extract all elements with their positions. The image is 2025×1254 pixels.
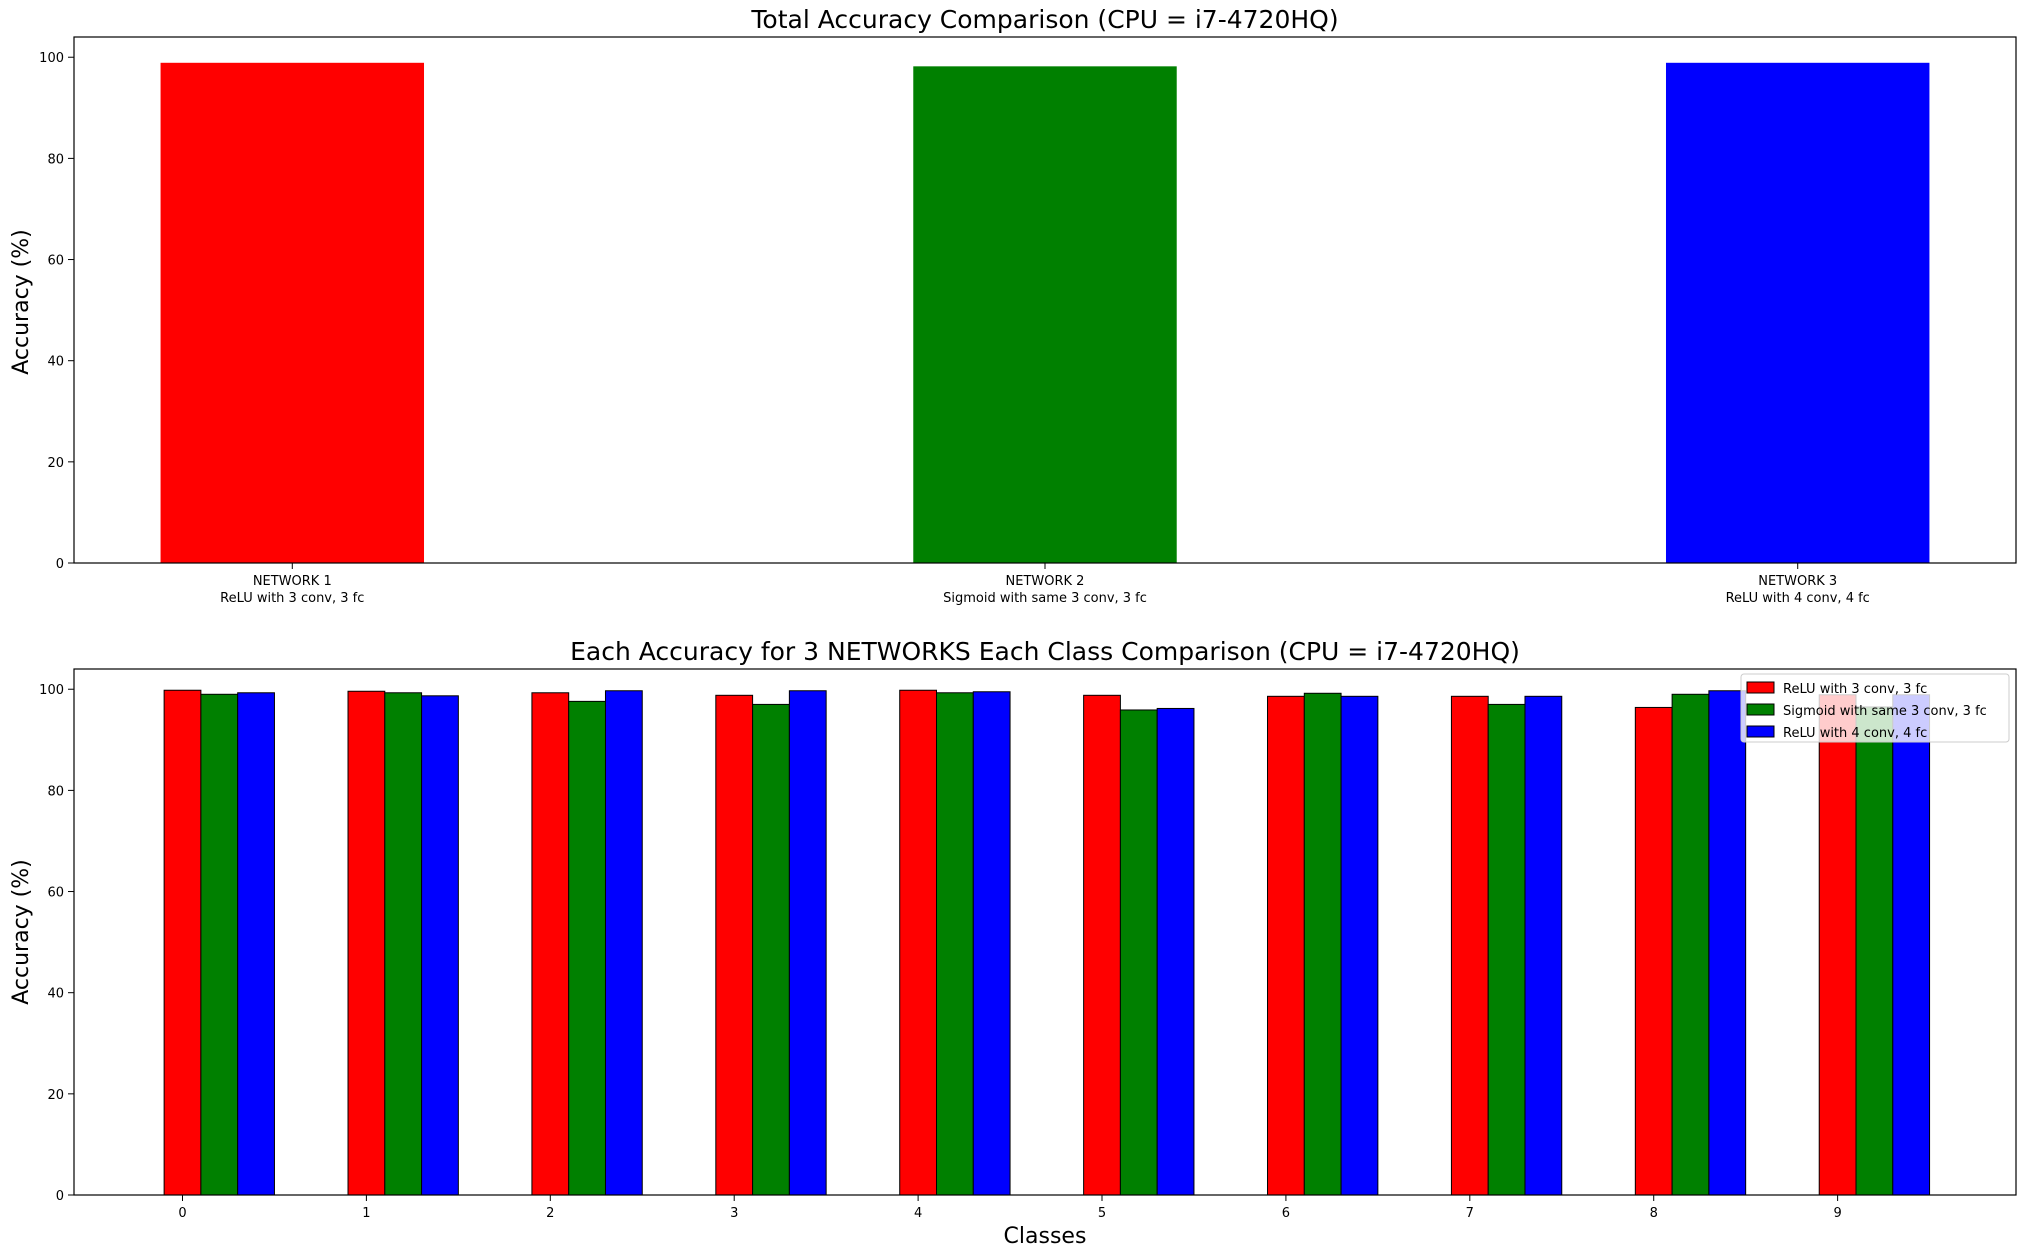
chart2-bar [1524,695,1563,1196]
chart2-x-tick-label: 0 [178,1206,186,1221]
chart2-bar [421,695,459,1196]
chart2-bar [568,700,606,1196]
chart2-y-tick-label: 60 [47,886,64,901]
chart1-bar [1665,62,1930,564]
chart1-x-tick-label: NETWORK 2 [1006,574,1085,589]
chart2-y-tick-label: 20 [47,1088,64,1103]
chart2-bar [347,690,386,1196]
chart2-bar [1267,695,1305,1196]
chart2-x-axis-label: Classes [1004,1224,1087,1249]
chart2-bar [788,690,827,1196]
chart2-bar [752,703,790,1196]
chart2-bar [1671,693,1710,1196]
chart1-title: Total Accuracy Comparison (CPU = i7-4720… [750,5,1338,34]
legend-label: Sigmoid with same 3 conv, 3 fc [1783,704,1987,719]
chart2-bar [237,692,275,1196]
chart2-x-tick-label: 4 [914,1206,922,1221]
chart1-y-tick-label: 0 [56,557,64,572]
legend-label: ReLU with 3 conv, 3 fc [1783,682,1927,697]
chart2-bar [531,692,570,1196]
chart2-bar [604,690,643,1196]
chart2-bar [1818,694,1857,1196]
chart2-x-tick-label: 9 [1833,1206,1841,1221]
legend-swatch [1746,725,1775,738]
legend-label: ReLU with 4 conv, 4 fc [1783,726,1927,741]
chart2-bar [1156,707,1195,1196]
chart2-x-tick-label: 8 [1650,1206,1658,1221]
legend-box [1740,673,2010,743]
chart1-bar [913,66,1177,563]
chart2-x-tick-label: 7 [1466,1206,1474,1221]
legend-swatch [1746,681,1775,694]
chart2-bar [200,693,239,1196]
chart2-bar [1487,703,1526,1196]
chart2-bar [1083,694,1121,1196]
chart2-x-tick-label: 2 [546,1206,554,1221]
chart1-x-tick-sublabel: Sigmoid with same 3 conv, 3 fc [943,591,1147,606]
chart1-x-tick-label: NETWORK 3 [1758,574,1837,589]
chart2-bar [1892,694,1931,1196]
total-accuracy-chart: Total Accuracy Comparison (CPU = i7-4720… [9,5,2017,606]
chart2-y-axis-label: Accuracy (%) [9,859,34,1005]
chart2-y-tick-label: 0 [56,1189,64,1204]
chart1-x-tick-sublabel: ReLU with 4 conv, 4 fc [1726,591,1870,606]
chart2-bar [1634,706,1673,1196]
chart2-x-tick-label: 3 [730,1206,738,1221]
chart2-x-tick-label: 5 [1098,1206,1106,1221]
chart2-bar [384,692,423,1196]
chart1-y-tick-label: 60 [47,254,64,269]
legend-swatch [1746,703,1775,716]
chart2-bar [935,692,974,1196]
chart2-y-tick-label: 40 [47,987,64,1002]
chart1-y-tick-label: 20 [47,456,64,471]
chart2-x-tick-label: 6 [1282,1206,1290,1221]
chart1-y-tick-label: 80 [47,152,64,167]
chart2-bar [899,689,937,1196]
chart2-bar [1450,695,1489,1196]
chart2-bar [163,689,202,1196]
chart2-bar [1119,709,1158,1196]
chart1-y-axis-label: Accuracy (%) [9,229,34,375]
chart2-title: Each Accuracy for 3 NETWORKS Each Class … [570,637,1520,666]
chart2-bar [1340,695,1379,1196]
chart2-x-tick-label: 1 [362,1206,370,1221]
chart1-x-tick-label: NETWORK 1 [253,574,332,589]
chart2-bar [1303,692,1342,1196]
chart2-bar [1708,690,1747,1196]
chart1-x-tick-sublabel: ReLU with 3 conv, 3 fc [220,591,364,606]
chart2-bar [1855,706,1894,1196]
per-class-accuracy-chart: Each Accuracy for 3 NETWORKS Each Class … [9,637,2017,1249]
chart2-bar [972,691,1011,1196]
chart2-y-tick-label: 80 [47,784,64,799]
chart2-bar [715,694,754,1196]
chart2-y-tick-label: 100 [39,683,64,698]
chart1-bar [160,62,425,564]
chart1-y-tick-label: 100 [39,51,64,66]
chart1-y-tick-label: 40 [47,355,64,370]
chart2-plot-frame [73,668,2017,1196]
chart2-legend: ReLU with 3 conv, 3 fc Sigmoid with same … [1740,673,2010,743]
